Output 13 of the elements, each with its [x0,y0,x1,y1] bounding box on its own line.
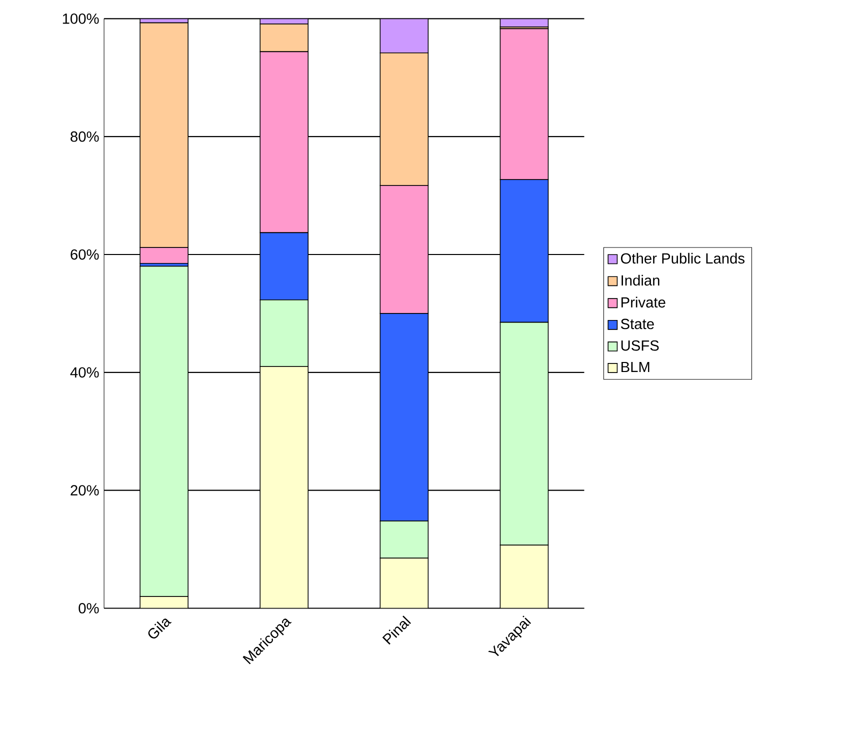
legend-label: Other Public Lands [620,253,744,264]
legend-label: USFS [621,340,659,351]
y-tick-label: 20% [70,485,99,496]
x-tick-label: Gila [148,618,172,639]
y-tick-label: 60% [70,250,99,260]
y-tick-label: 100% [62,14,99,24]
legend-label: BLM [621,362,650,372]
legend-label: Private [621,297,666,308]
y-tick-label: 80% [70,132,99,142]
legend-label: State [620,318,654,330]
y-tick-label: 0% [78,603,99,614]
y-tick-label: 40% [70,367,99,378]
legend-label: Indian [622,275,660,286]
